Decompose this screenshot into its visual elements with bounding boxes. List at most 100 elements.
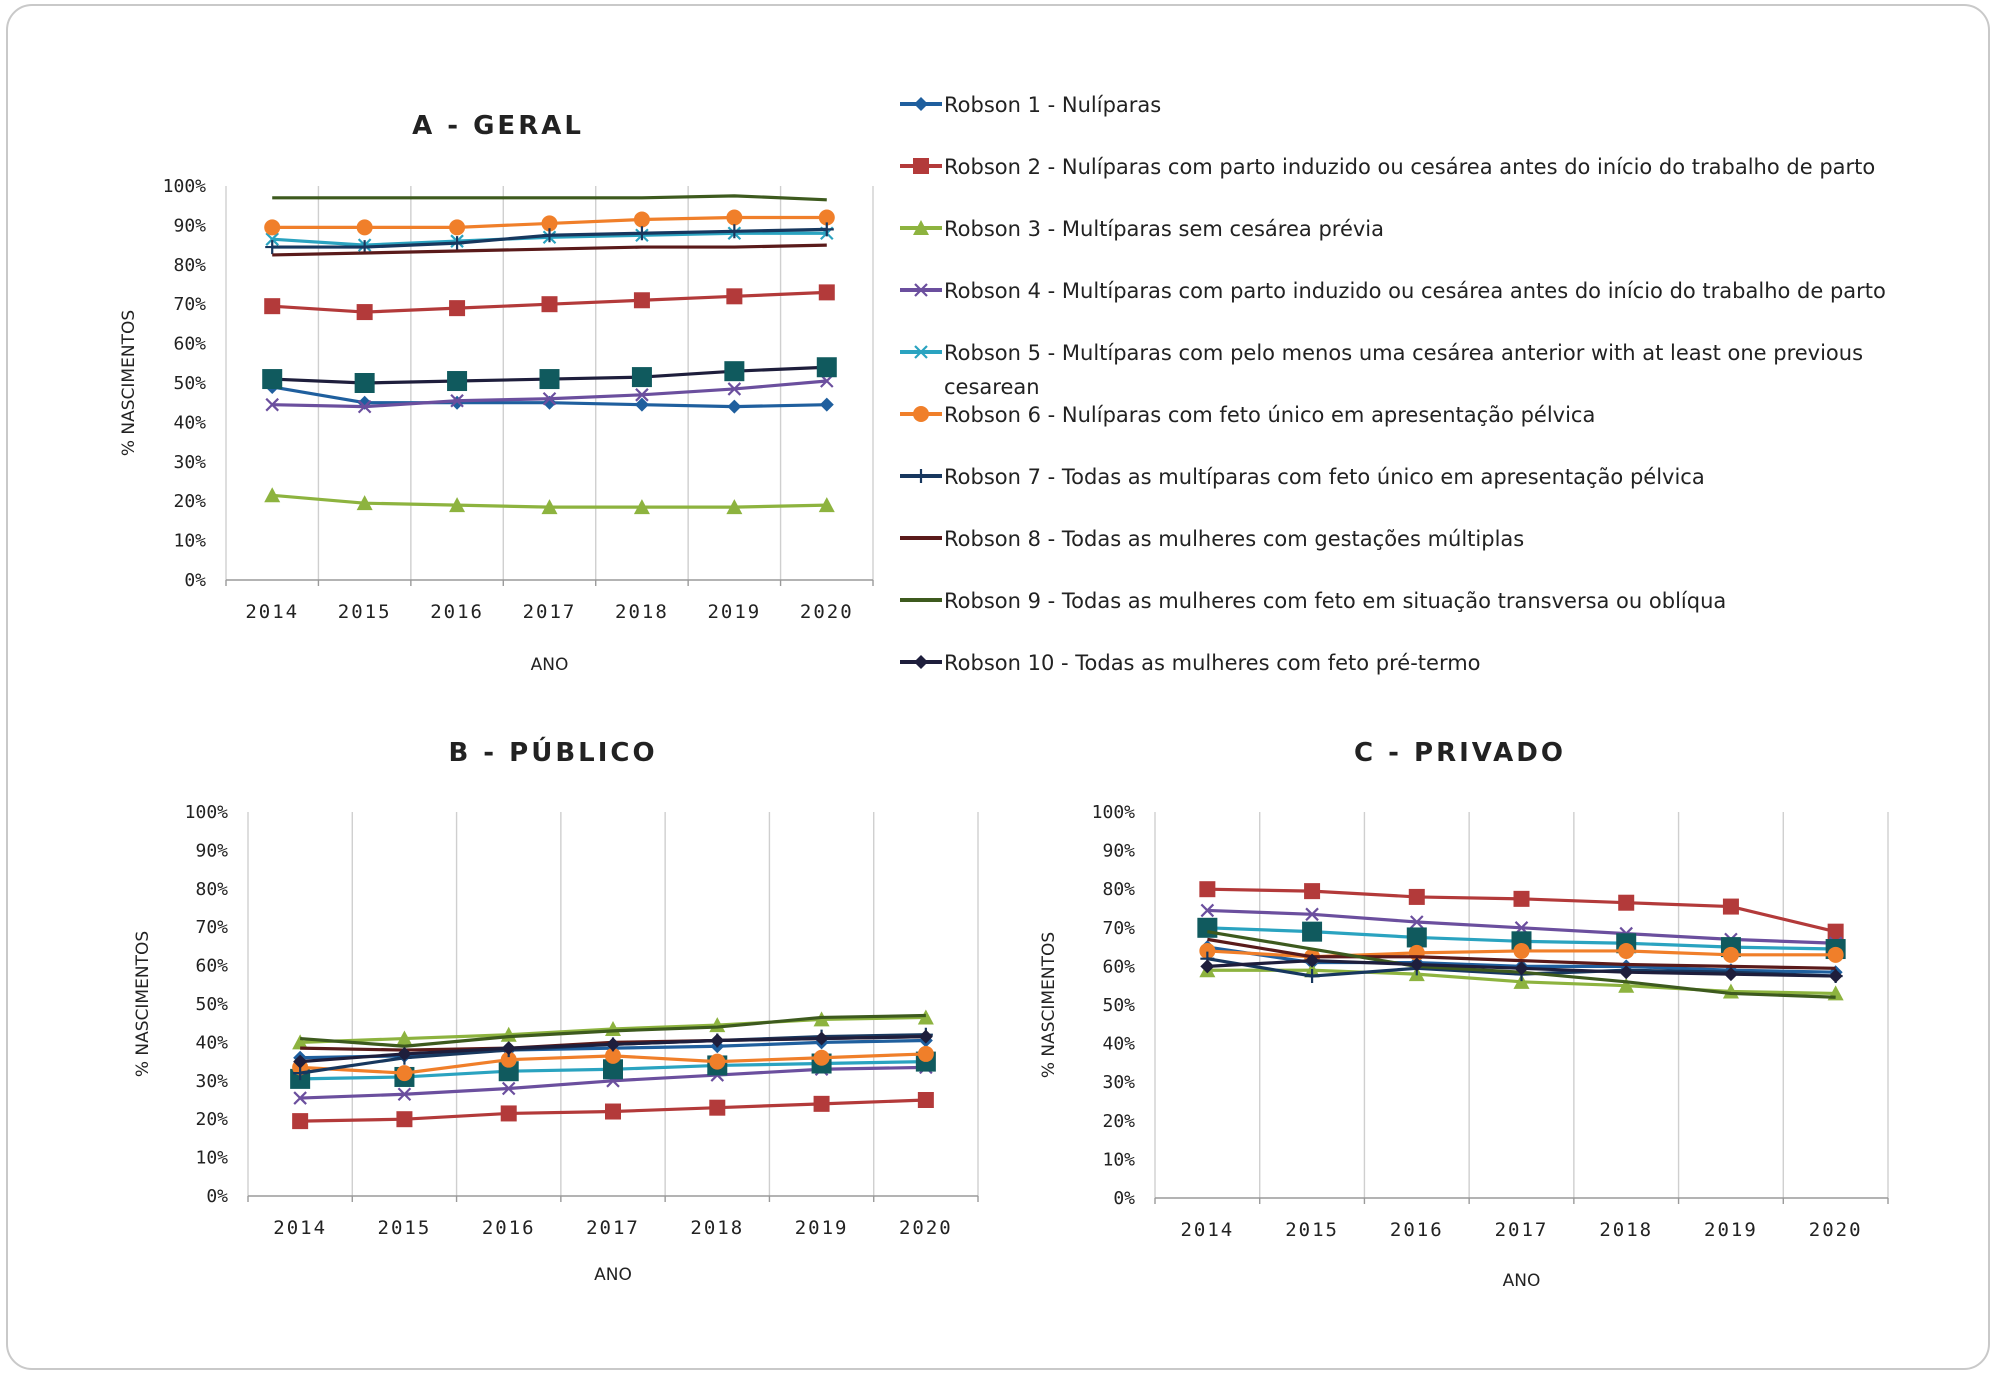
- data-point: [724, 361, 745, 382]
- series-robson-9: [272, 194, 827, 202]
- series-robson-7: [265, 222, 834, 255]
- data-point: [450, 395, 465, 410]
- data-point: [1828, 969, 1843, 984]
- data-point: [450, 393, 464, 408]
- data-point: [501, 1041, 516, 1056]
- data-point: [1514, 961, 1529, 976]
- x-tick-label: 2014: [1180, 1219, 1234, 1241]
- legend-label: Robson 6 - Nulíparas com feto único em a…: [944, 403, 1595, 427]
- data-point: [917, 1045, 934, 1062]
- x-tick-label: 2015: [378, 1217, 432, 1239]
- data-point: [449, 497, 466, 513]
- data-point: [631, 367, 652, 388]
- y-tick-label: 80%: [1102, 879, 1135, 900]
- data-point: [450, 236, 465, 251]
- data-point: [1513, 942, 1530, 959]
- data-point: [814, 1031, 829, 1046]
- y-tick-label: 70%: [1102, 918, 1135, 939]
- legend-label: Robson 1 - Nulíparas: [944, 93, 1161, 117]
- data-point: [818, 497, 835, 513]
- data-point: [541, 296, 558, 313]
- x-tick-label: 2015: [1285, 1219, 1339, 1241]
- legend-label: Robson 4 - Multíparas com parto induzido…: [944, 279, 1886, 303]
- data-point: [397, 1046, 412, 1061]
- chart-title: A - GERAL: [412, 111, 584, 141]
- data-point: [293, 1054, 308, 1069]
- data-point: [819, 397, 834, 412]
- y-tick-label: 0%: [1113, 1188, 1135, 1209]
- y-tick-label: 20%: [195, 1109, 228, 1130]
- data-point: [818, 284, 835, 301]
- legend-item-robson-6: Robson 6 - Nulíparas com feto único em a…: [900, 403, 1595, 427]
- data-point: [606, 1037, 620, 1052]
- legend-item-robson-7: Robson 7 - Todas as multíparas com feto …: [900, 465, 1705, 489]
- x-tick-label: 2019: [707, 601, 761, 623]
- legend-swatch-marker: [914, 283, 928, 297]
- data-point: [264, 487, 281, 503]
- y-tick-label: 60%: [173, 334, 206, 355]
- data-point: [541, 215, 558, 232]
- legend-label: Robson 9 - Todas as mulheres com feto em…: [944, 589, 1726, 613]
- data-point: [1618, 977, 1635, 993]
- data-point: [605, 1047, 621, 1064]
- x-tick-label: 2018: [1599, 1219, 1653, 1241]
- data-point: [1199, 881, 1216, 898]
- data-point: [265, 397, 279, 412]
- data-point: [634, 226, 649, 241]
- legend-label: Robson 8 - Todas as mulheres com gestaçõ…: [944, 527, 1524, 551]
- data-point: [1722, 898, 1739, 915]
- data-point: [813, 1049, 830, 1066]
- x-tick-label: 2016: [430, 601, 484, 623]
- legend-swatch-marker: [914, 345, 928, 359]
- data-point: [396, 1111, 413, 1128]
- data-point: [1305, 969, 1320, 984]
- legend-label: Robson 7 - Todas as multíparas com feto …: [944, 465, 1705, 489]
- data-point: [1408, 888, 1425, 905]
- y-tick-label: 10%: [195, 1148, 228, 1169]
- data-point: [1302, 921, 1323, 942]
- data-point: [605, 1103, 621, 1120]
- data-point: [710, 1033, 725, 1048]
- chart-publico: 0% 10% 20% 30% 40% 50% 60% 70% 80% 90% 100% 2014 201…: [133, 736, 979, 1285]
- y-tick-label: 10%: [173, 531, 206, 552]
- data-point: [1200, 903, 1215, 918]
- data-point: [1409, 957, 1424, 972]
- data-point: [1197, 917, 1218, 938]
- y-tick-label: 100%: [1092, 802, 1136, 823]
- data-point: [265, 240, 280, 255]
- data-point: [264, 298, 281, 315]
- y-tick-label: 90%: [1102, 841, 1135, 862]
- legend-swatch-marker: [914, 469, 928, 483]
- data-point: [727, 382, 742, 396]
- legend-item-robson-5: Robson 5 - Multíparas com pelo menos uma…: [900, 341, 1863, 399]
- series-line: [272, 194, 827, 202]
- legend-label: Robson 10 - Todas as mulheres com feto p…: [944, 651, 1481, 675]
- y-tick-label: 40%: [195, 1032, 228, 1053]
- y-tick-label: 30%: [195, 1071, 228, 1092]
- y-tick-label: 40%: [1102, 1034, 1135, 1055]
- data-point: [542, 228, 557, 243]
- y-tick-label: 30%: [1102, 1072, 1135, 1093]
- data-point: [709, 1053, 726, 1070]
- chart-title: C - PRIVADO: [1354, 738, 1566, 768]
- data-point: [265, 232, 279, 246]
- series-line: [272, 243, 827, 257]
- x-tick-label: 2020: [800, 601, 854, 623]
- data-point: [634, 397, 649, 412]
- data-point: [1827, 923, 1844, 940]
- data-point: [1406, 927, 1427, 948]
- y-tick-label: 20%: [173, 491, 206, 512]
- y-tick-label: 10%: [1102, 1149, 1135, 1170]
- data-point: [449, 300, 466, 317]
- data-point: [1305, 953, 1320, 968]
- legend-item-robson-3: Robson 3 - Multíparas sem cesárea prévia: [900, 217, 1384, 241]
- x-tick-label: 2016: [482, 1217, 536, 1239]
- data-point: [1513, 973, 1530, 989]
- y-tick-label: 20%: [1102, 1111, 1135, 1132]
- series-robson-10: [1200, 953, 1843, 984]
- y-tick-label: 40%: [173, 412, 206, 433]
- data-point: [396, 1030, 413, 1046]
- data-point: [542, 391, 557, 406]
- data-point: [356, 219, 373, 236]
- y-tick-label: 100%: [185, 802, 229, 823]
